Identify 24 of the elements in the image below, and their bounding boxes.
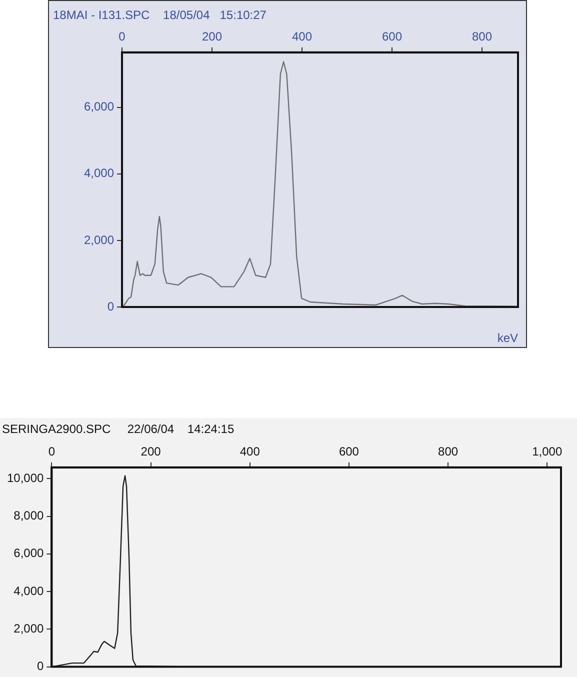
x-tick-label: 0	[48, 444, 56, 459]
y-tick-label: 8,000	[14, 508, 44, 523]
chart-title: 18MAI - I131.SPC 18/05/04 15:10:27	[53, 8, 266, 22]
y-tick-label: 0	[107, 299, 114, 314]
y-tick-label: 6,000	[84, 100, 114, 114]
x-tick-label: 400	[240, 444, 260, 459]
x-tick-label: 600	[338, 444, 360, 459]
y-tick-label: 10,000	[7, 471, 44, 485]
y-tick-label: 4,000	[84, 166, 114, 180]
x-tick-label: 200	[202, 30, 222, 44]
x-tick-label: 200	[140, 444, 162, 459]
x-tick-label: 800	[472, 30, 492, 44]
chart-title: SERINGA2900.SPC 22/06/04 14:24:15	[2, 422, 234, 436]
x-tick-label: 800	[438, 444, 458, 459]
y-tick-label: 2,000	[14, 621, 44, 636]
x-tick-label: 600	[382, 30, 402, 44]
y-tick-label: 2,000	[84, 232, 114, 247]
y-tick-label: 6,000	[14, 546, 44, 560]
x-tick-label: 400	[292, 30, 312, 44]
y-tick-label: 0	[37, 659, 44, 674]
x-axis-title: keV	[497, 331, 518, 345]
y-tick-label: 4,000	[14, 584, 44, 598]
x-tick-label: 0	[118, 30, 126, 44]
x-tick-label: 1,000	[532, 444, 562, 459]
